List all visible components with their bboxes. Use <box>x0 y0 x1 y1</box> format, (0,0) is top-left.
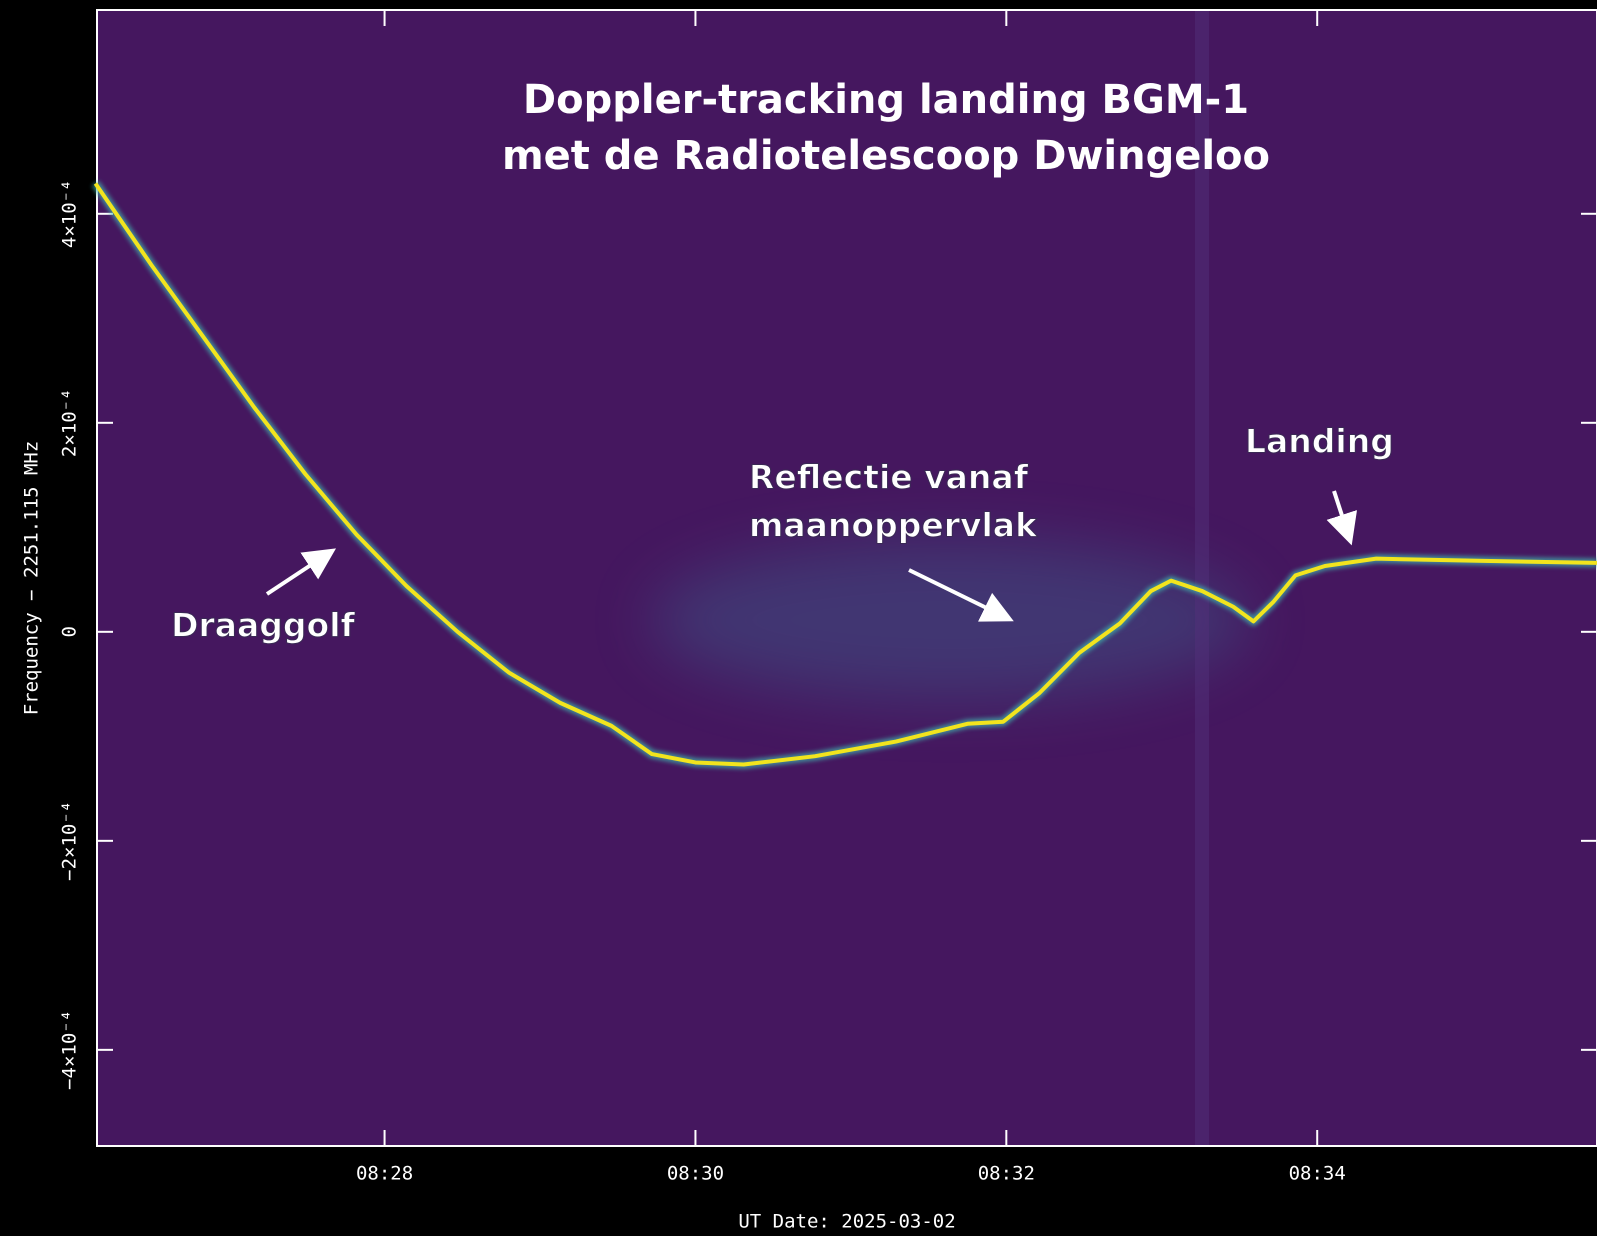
arrow <box>908 568 1014 622</box>
annotation: Reflectie vanaf <box>749 458 1029 497</box>
y-tick-label: −4×10⁻⁴ <box>59 1010 81 1090</box>
interference-band <box>1195 10 1209 1146</box>
x-tick-label: 08:30 <box>667 1163 724 1185</box>
x-tick-label: 08:28 <box>356 1163 413 1185</box>
chart-title: met de Radiotelescoop Dwingeloo <box>502 133 1270 179</box>
annotation: Landing <box>1245 422 1394 461</box>
x-axis-label: UT Date: 2025-03-02 <box>738 1211 955 1233</box>
y-axis-label: Frequency − 2251.115 MHz <box>21 441 43 716</box>
annotation: Draaggolf <box>171 606 355 645</box>
x-tick-label: 08:34 <box>1289 1163 1346 1185</box>
chart-title: Doppler-tracking landing BGM-1 <box>523 77 1249 123</box>
annotation: maanoppervlak <box>749 506 1038 545</box>
y-tick-label: 0 <box>59 626 81 637</box>
signal-trace <box>93 182 1597 767</box>
arrow <box>1326 490 1358 546</box>
y-tick-label: −2×10⁻⁴ <box>59 801 81 881</box>
x-tick-label: 08:32 <box>978 1163 1035 1185</box>
y-tick-label: 4×10⁻⁴ <box>59 179 81 248</box>
y-tick-label: 2×10⁻⁴ <box>59 388 81 457</box>
arrow <box>265 548 337 596</box>
reflection-haze <box>650 540 1250 700</box>
plot-frame <box>96 9 1597 1147</box>
